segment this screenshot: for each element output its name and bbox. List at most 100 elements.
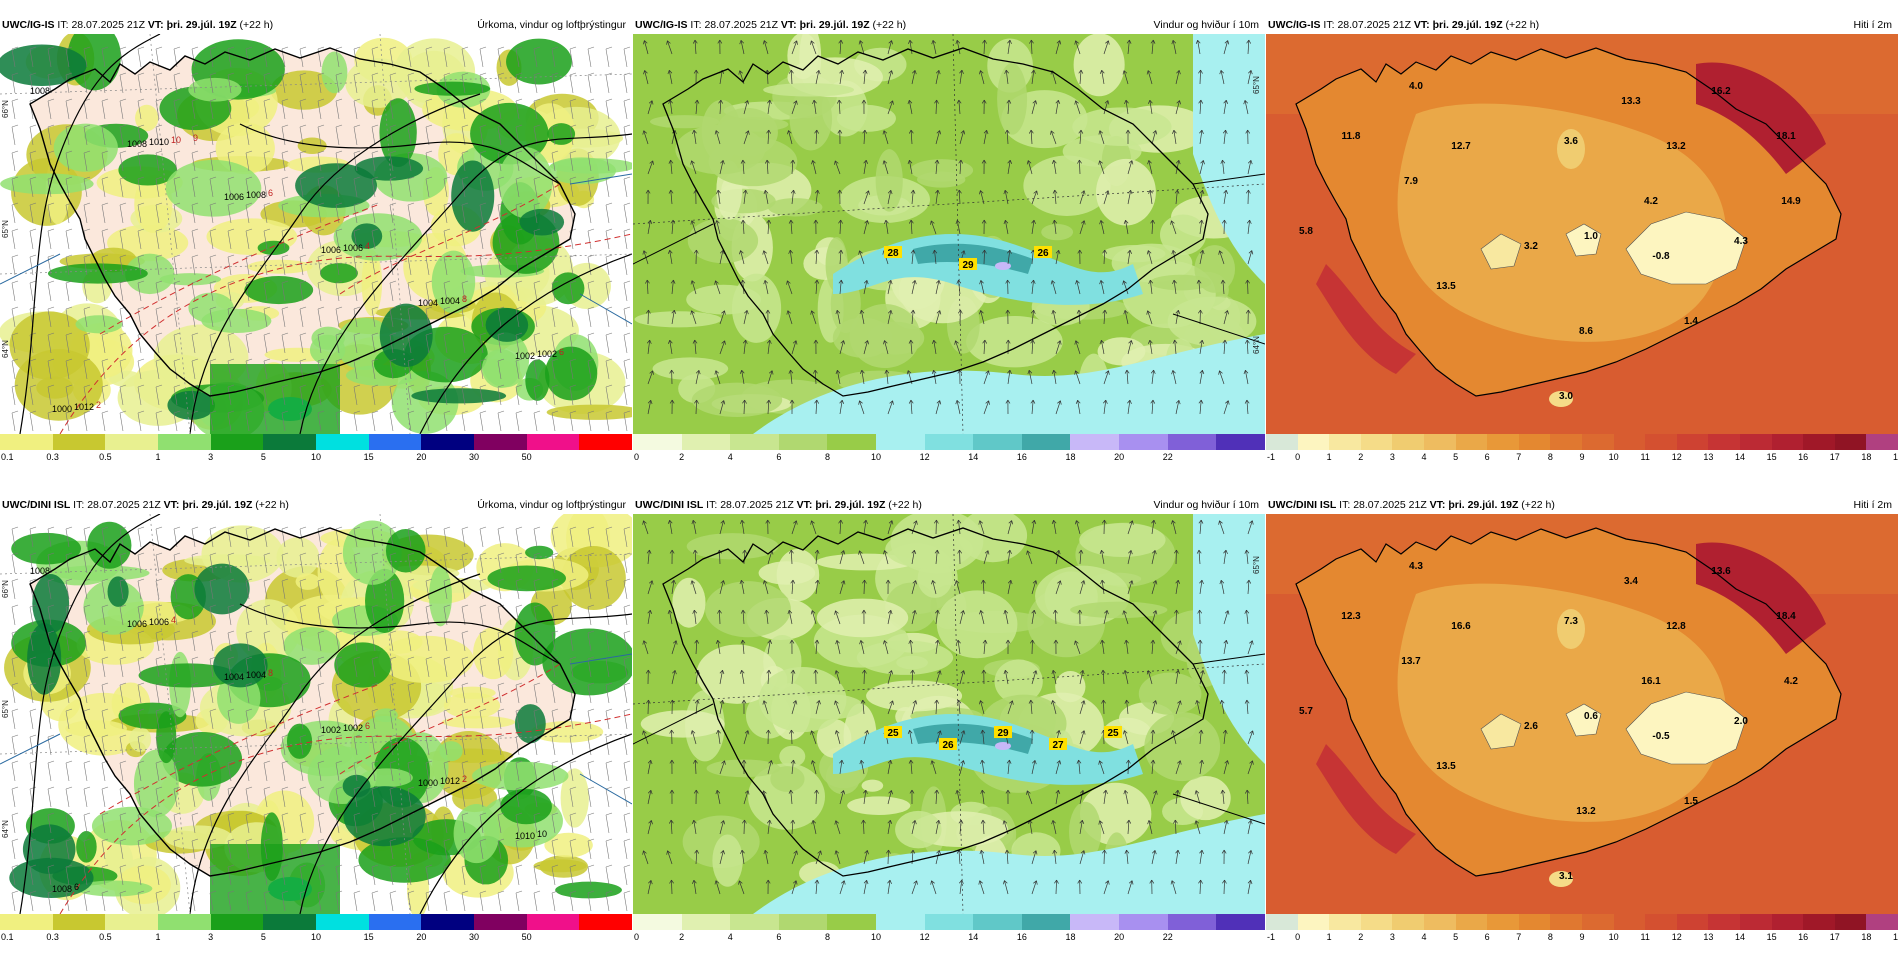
latitude-label: 65°N [1,220,10,238]
color-scale-swatch [1361,914,1393,930]
header-lead: (+22 h) [888,499,922,511]
scale-tick-label: 6 [1485,932,1490,942]
color-scale-swatch [579,434,632,450]
scale-tick-label: 3 [208,452,213,462]
contour-label: 1008 [246,190,266,200]
gust-value: 25 [887,728,899,739]
panel-title: Úrkoma, vindur og loftþrýstingur [477,496,626,514]
contour-label: 2 [96,400,101,410]
header-it-label: IT: [690,19,701,31]
scale-tick-label: 0.3 [46,452,59,462]
color-scale-swatch [1803,434,1835,450]
scale-tick-label: 8 [1548,932,1553,942]
temperature-value: 16.1 [1641,676,1661,687]
scale-tick-label: 4 [728,452,733,462]
header-it: 28.07.2025 21Z [1353,499,1427,511]
color-scale-swatch [827,434,876,450]
scale-tick-label: 10 [871,452,881,462]
temperature-value: 14.9 [1781,196,1801,207]
gust-value: 27 [1052,740,1064,751]
color-scale-swatch [1168,434,1217,450]
scale-tick-label: 5 [1453,932,1458,942]
contour-label: 1006 [149,617,169,627]
header-vt: þri. 29.júl. 19Z [1448,499,1518,511]
temperature-value: 4.2 [1784,676,1798,687]
scale-tick-label: 20 [1114,452,1124,462]
latitude-label: 65°N [1252,76,1261,94]
panel-header: UWC/IG-IS IT: 28.07.2025 21Z VT: þri. 29… [1266,16,1898,34]
panel-header: UWC/DINI ISL IT: 28.07.2025 21Z VT: þri.… [633,496,1265,514]
panel-run-info: UWC/DINI ISL IT: 28.07.2025 21Z VT: þri.… [635,496,922,514]
color-scale-swatch [1070,434,1119,450]
panel-run-info: UWC/IG-IS IT: 28.07.2025 21Z VT: þri. 29… [2,16,273,34]
color-scale-swatch [579,914,632,930]
scale-tick-label: 10 [871,932,881,942]
scale-tick-label: 0 [634,932,639,942]
color-scale-swatch [211,914,264,930]
panel-dini-precip: UWC/DINI ISL IT: 28.07.2025 21Z VT: þri.… [0,496,632,961]
color-scale-swatch [1708,434,1740,450]
temperature-value: 7.3 [1564,616,1578,627]
temperature-value: 1.4 [1684,316,1698,327]
contour-label: 9 [193,133,198,143]
scale-tick-label: 15 [364,452,374,462]
color-scale-swatch [1168,914,1217,930]
color-scale-swatch [682,914,731,930]
color-scale-swatch [1216,914,1265,930]
temperature-value: 4.3 [1734,236,1748,247]
header-it: 28.07.2025 21Z [87,499,161,511]
contour-label: 8 [268,668,273,678]
header-lead: (+22 h) [240,19,274,31]
temperature-value: 13.5 [1436,281,1456,292]
temperature-value: 1.5 [1684,796,1698,807]
color-scale-swatch [1216,434,1265,450]
contour-label: 4 [171,615,176,625]
latitude-label: 64°N [1,820,10,838]
header-it-label: IT: [73,499,84,511]
contour-label: 1004 [246,670,266,680]
color-scale-swatch [779,434,828,450]
header-it-label: IT: [1323,19,1334,31]
scale-tick-label: 0 [634,452,639,462]
color-scale-swatch [474,914,527,930]
gust-value: 26 [1037,248,1049,259]
scale-tick-label: 12 [1672,452,1682,462]
scale-tick-label: 0.3 [46,932,59,942]
panel-igis-precip: UWC/IG-IS IT: 28.07.2025 21Z VT: þri. 29… [0,16,632,481]
color-scale-bar [633,914,1265,930]
panel-title: Úrkoma, vindur og loftþrýstingur [477,16,626,34]
scale-tick-label: 12 [920,452,930,462]
contour-label: 1002 [515,351,535,361]
temperature-value: 4.0 [1409,81,1423,92]
color-scale-swatch [1487,434,1519,450]
header-lead: (+22 h) [255,499,289,511]
color-scale-swatch [973,914,1022,930]
panel-header: UWC/IG-IS IT: 28.07.2025 21Z VT: þri. 29… [0,16,632,34]
temperature-value: 3.0 [1559,391,1573,402]
contour-label: 6 [559,347,564,357]
temperature-value: 12.3 [1341,611,1361,622]
scale-tick-label: 14 [968,932,978,942]
scale-tick-label: 3 [208,932,213,942]
contour-label: 1008 [52,884,72,894]
contour-label: 1002 [343,723,363,733]
contour-label: 10 [537,829,547,839]
scale-tick-label: 2 [679,452,684,462]
header-vt: þri. 29.júl. 19Z [167,19,237,31]
gust-value: 28 [887,248,899,259]
color-scale-bar [1266,434,1898,450]
scale-tick-label: 19 [1893,932,1898,942]
contour-label: 1010 [515,831,535,841]
latitude-label: 64°N [1252,336,1261,354]
scale-tick-label: 4 [1421,932,1426,942]
contour-label: 6 [365,721,370,731]
color-scale-swatch [316,914,369,930]
color-scale-swatch [1582,434,1614,450]
temperature-value: -0.5 [1652,731,1670,742]
scale-tick-label: 12 [1672,932,1682,942]
scale-tick-label: 14 [1735,452,1745,462]
color-scale-swatch [1835,914,1867,930]
color-scale-swatch [730,434,779,450]
